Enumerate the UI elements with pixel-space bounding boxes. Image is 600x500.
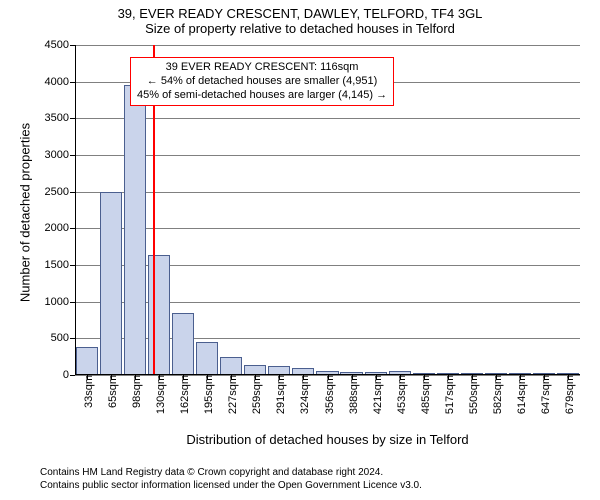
xtick-label: 195sqm [199,375,215,414]
y-axis-label: Number of detached properties [18,113,33,313]
histogram-bar [124,85,146,375]
xtick-label: 421sqm [368,375,384,414]
xtick-mark [568,375,569,380]
xtick-mark [183,375,184,380]
histogram-bar [172,313,194,375]
xtick-label: 582sqm [488,375,504,414]
xtick-mark [159,375,160,380]
x-axis-line [75,374,580,375]
xtick-mark [111,375,112,380]
xtick-label: 614sqm [512,375,528,414]
xtick-mark [424,375,425,380]
xtick-mark [544,375,545,380]
ytick-label: 2500 [29,186,75,198]
gridline [75,192,580,193]
xtick-label: 647sqm [536,375,552,414]
histogram-bar [100,192,122,375]
ytick-label: 3000 [29,149,75,161]
gridline [75,118,580,119]
xtick-mark [135,375,136,380]
x-axis-label: Distribution of detached houses by size … [75,432,580,447]
xtick-label: 291sqm [271,375,287,414]
gridline [75,45,580,46]
xtick-label: 227sqm [223,375,239,414]
gridline [75,228,580,229]
chart-title-line2: Size of property relative to detached ho… [0,21,600,36]
ytick-label: 4500 [29,39,75,51]
ytick-label: 0 [29,369,75,381]
footer-line2: Contains public sector information licen… [40,479,422,492]
xtick-mark [328,375,329,380]
xtick-label: 679sqm [560,375,576,414]
ytick-label: 1500 [29,259,75,271]
annotation-line2: ← 54% of detached houses are smaller (4,… [137,75,387,89]
annotation-line1: 39 EVER READY CRESCENT: 116sqm [137,61,387,75]
histogram-bar [76,347,98,375]
xtick-label: 517sqm [440,375,456,414]
xtick-label: 130sqm [151,375,167,414]
xtick-label: 356sqm [320,375,336,414]
histogram-bar [196,342,218,375]
ytick-label: 3500 [29,112,75,124]
annotation-line3: 45% of semi-detached houses are larger (… [137,89,387,103]
chart-title-line1: 39, EVER READY CRESCENT, DAWLEY, TELFORD… [0,0,600,21]
xtick-mark [520,375,521,380]
xtick-mark [279,375,280,380]
y-axis-line [75,45,76,375]
ytick-label: 4000 [29,76,75,88]
ytick-label: 1000 [29,296,75,308]
xtick-mark [400,375,401,380]
xtick-label: 162sqm [175,375,191,414]
xtick-mark [207,375,208,380]
ytick-mark [70,375,75,376]
ytick-label: 500 [29,332,75,344]
xtick-mark [255,375,256,380]
xtick-label: 550sqm [464,375,480,414]
footer-line1: Contains HM Land Registry data © Crown c… [40,466,422,479]
xtick-mark [352,375,353,380]
xtick-mark [231,375,232,380]
xtick-mark [448,375,449,380]
xtick-label: 259sqm [247,375,263,414]
xtick-mark [376,375,377,380]
gridline [75,155,580,156]
histogram-bar [220,357,242,375]
xtick-mark [472,375,473,380]
xtick-label: 324sqm [295,375,311,414]
footer-attribution: Contains HM Land Registry data © Crown c… [40,466,422,492]
ytick-label: 2000 [29,222,75,234]
xtick-label: 388sqm [344,375,360,414]
xtick-mark [303,375,304,380]
annotation-box: 39 EVER READY CRESCENT: 116sqm ← 54% of … [130,57,394,106]
xtick-label: 485sqm [416,375,432,414]
xtick-mark [87,375,88,380]
xtick-mark [496,375,497,380]
histogram-bar [148,255,170,375]
xtick-label: 453sqm [392,375,408,414]
